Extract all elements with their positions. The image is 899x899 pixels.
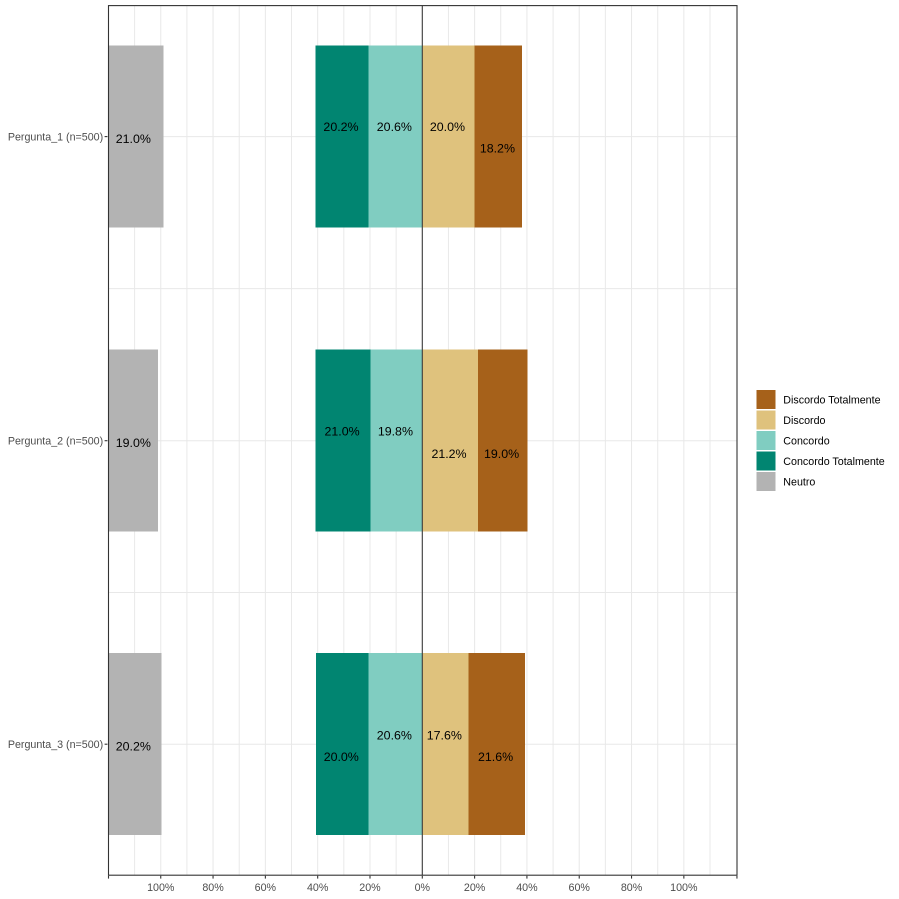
svg-text:20%: 20% [359,882,381,894]
svg-text:0%: 0% [415,882,431,894]
svg-text:20.6%: 20.6% [377,729,412,743]
svg-text:100%: 100% [147,882,175,894]
svg-text:40%: 40% [307,882,329,894]
svg-text:Pergunta_3 (n=500): Pergunta_3 (n=500) [8,739,103,751]
svg-text:Pergunta_1 (n=500): Pergunta_1 (n=500) [8,132,103,144]
svg-text:21.2%: 21.2% [431,447,466,461]
svg-text:80%: 80% [202,882,224,894]
svg-text:20.2%: 20.2% [116,739,151,753]
svg-text:19.0%: 19.0% [116,436,151,450]
svg-text:20.0%: 20.0% [324,750,359,764]
svg-text:Discordo: Discordo [783,415,825,427]
svg-text:21.0%: 21.0% [116,132,151,146]
svg-text:20.0%: 20.0% [430,120,465,134]
svg-text:100%: 100% [670,882,698,894]
svg-text:19.0%: 19.0% [484,447,519,461]
svg-text:Neutro: Neutro [783,477,815,489]
svg-text:60%: 60% [569,882,591,894]
svg-text:20.2%: 20.2% [323,120,358,134]
svg-text:Pergunta_2 (n=500): Pergunta_2 (n=500) [8,436,103,448]
svg-text:Concordo: Concordo [783,436,829,448]
svg-text:20.6%: 20.6% [377,120,412,134]
svg-text:60%: 60% [255,882,277,894]
svg-text:19.8%: 19.8% [378,425,413,439]
svg-text:21.0%: 21.0% [324,425,359,439]
svg-text:40%: 40% [516,882,538,894]
svg-text:Concordo Totalmente: Concordo Totalmente [783,456,884,468]
svg-text:Discordo Totalmente: Discordo Totalmente [783,395,880,407]
svg-text:20%: 20% [464,882,486,894]
svg-text:80%: 80% [621,882,643,894]
svg-text:21.6%: 21.6% [478,750,513,764]
svg-text:17.6%: 17.6% [427,729,462,743]
svg-text:18.2%: 18.2% [480,142,515,156]
